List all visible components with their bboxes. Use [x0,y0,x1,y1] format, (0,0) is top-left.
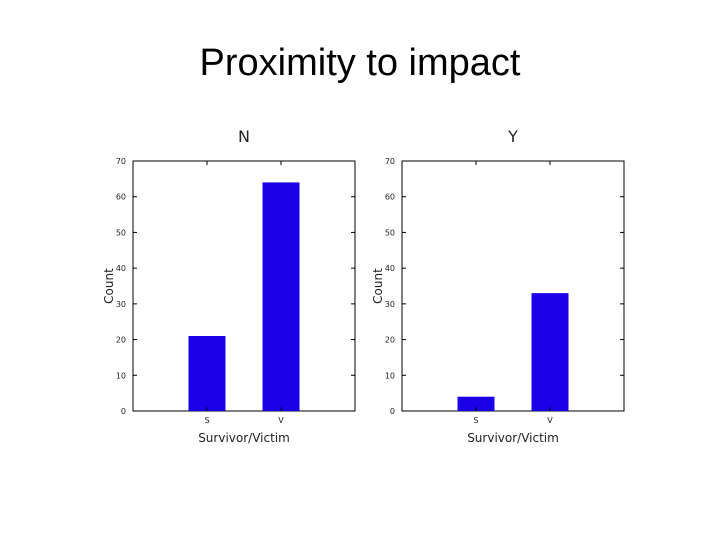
chart-2-xtick-label: S [473,416,478,425]
chart-1-bar-v [262,182,300,411]
chart-1-ytick-label: 10 [116,371,126,380]
slide-title: Proximity to impact [199,42,521,84]
chart-1-ytick-label: 60 [116,193,126,202]
chart-1-ytick-label: 0 [121,407,126,416]
chart-2-xlabel: Survivor/Victim [467,431,559,445]
chart-2-bar-s [457,396,495,411]
chart-2-ytick-label: 20 [385,336,395,345]
chart-2-bar-v [531,293,569,411]
chart-2-ytick-label: 40 [385,264,395,273]
chart-1-bar-s [188,336,226,411]
chart-1-axes-box [132,160,356,412]
chart-1-xtick-label: S [204,416,209,425]
chart-1-ylabel: Count [102,268,116,304]
chart-1-ytick-label: 50 [116,228,126,237]
chart-1-title: N [238,127,250,146]
chart-1-ytick-label: 40 [116,264,126,273]
chart-2-axes-box [401,160,625,412]
chart-2-ytick-label: 70 [385,157,395,166]
chart-1-ytick-label: 20 [116,336,126,345]
chart-2-ytick-label: 50 [385,228,395,237]
chart-2-ytick-label: 0 [390,407,395,416]
chart-1-ytick-label: 30 [116,300,126,309]
chart-2-ytick-label: 10 [385,371,395,380]
chart-2-xtick-label: V [547,416,553,425]
chart-2-ylabel: Count [371,268,385,304]
chart-1-xtick-label: V [278,416,284,425]
chart-2-ytick-label: 60 [385,193,395,202]
chart-1-ytick-label: 70 [116,157,126,166]
chart-2-title: Y [507,127,518,146]
chart-2-ytick-label: 30 [385,300,395,309]
chart-1-xlabel: Survivor/Victim [198,431,290,445]
